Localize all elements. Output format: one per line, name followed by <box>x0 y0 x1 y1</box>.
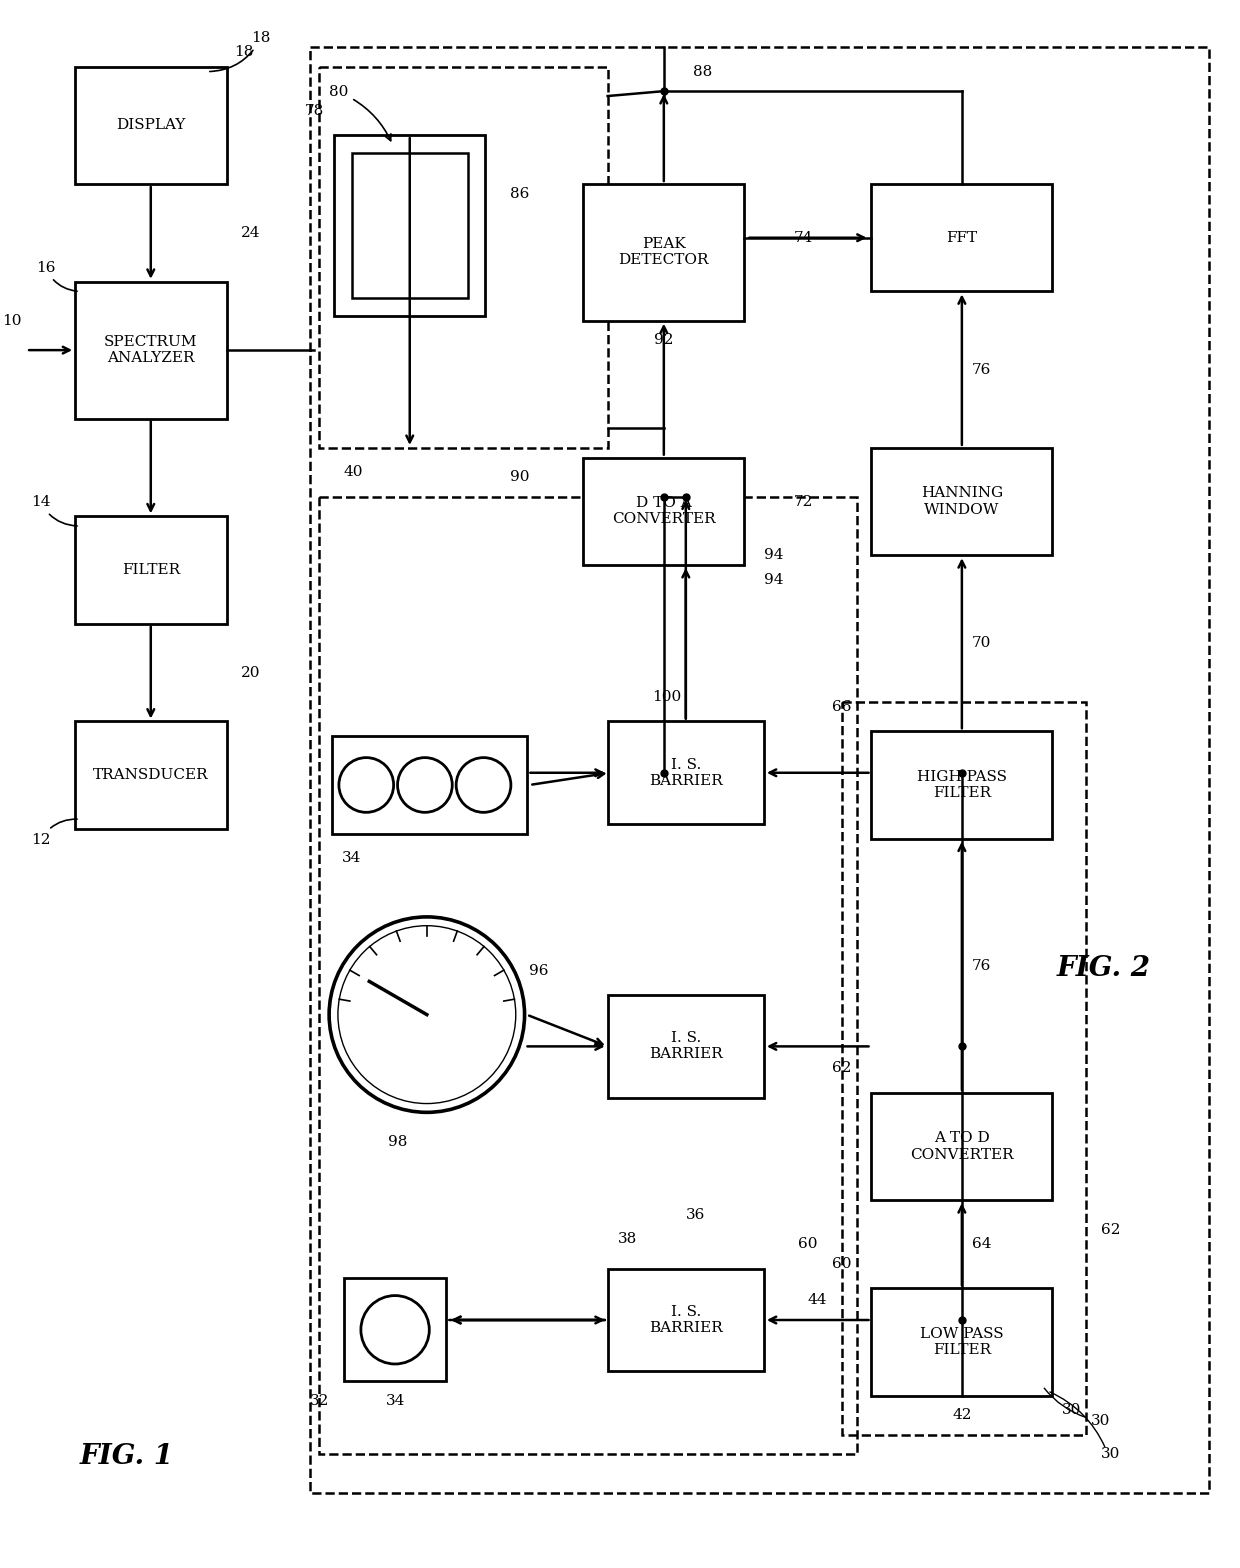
Text: 18: 18 <box>210 31 270 72</box>
Text: 10: 10 <box>1 314 21 328</box>
Text: 24: 24 <box>241 226 260 240</box>
Text: 40: 40 <box>343 466 363 480</box>
Bar <box>76 721 227 829</box>
Text: 16: 16 <box>36 260 77 292</box>
Text: 90: 90 <box>510 470 529 485</box>
Text: 14: 14 <box>31 495 77 525</box>
Text: 100: 100 <box>652 690 681 704</box>
Text: PEAK
DETECTOR: PEAK DETECTOR <box>619 237 709 268</box>
Text: HANNING
WINDOW: HANNING WINDOW <box>921 486 1003 517</box>
Text: 20: 20 <box>241 665 260 679</box>
Text: 66: 66 <box>832 699 852 713</box>
Text: 36: 36 <box>686 1207 706 1221</box>
Text: 86: 86 <box>510 187 529 201</box>
Bar <box>872 1289 1053 1396</box>
Bar <box>608 1269 764 1372</box>
Text: FILTER: FILTER <box>122 563 180 577</box>
Text: 38: 38 <box>618 1232 636 1247</box>
Bar <box>343 1278 446 1381</box>
Bar <box>872 731 1053 839</box>
Text: FFT: FFT <box>946 230 977 245</box>
Text: HIGH PASS
FILTER: HIGH PASS FILTER <box>916 770 1007 800</box>
Text: 32: 32 <box>310 1394 329 1408</box>
Text: FIG. 1: FIG. 1 <box>79 1443 174 1471</box>
Text: 72: 72 <box>794 494 813 508</box>
Text: 74: 74 <box>794 230 813 245</box>
Text: LOW PASS
FILTER: LOW PASS FILTER <box>920 1327 1003 1356</box>
Bar <box>76 282 227 419</box>
Text: I. S.
BARRIER: I. S. BARRIER <box>649 1305 723 1334</box>
Text: 76: 76 <box>972 958 991 972</box>
Text: 42: 42 <box>952 1408 972 1422</box>
Bar <box>608 996 764 1098</box>
Bar <box>320 497 857 1455</box>
Text: SPECTRUM
ANALYZER: SPECTRUM ANALYZER <box>104 336 197 365</box>
Bar <box>872 1093 1053 1200</box>
Bar <box>76 516 227 624</box>
Bar <box>352 152 467 298</box>
Text: 70: 70 <box>972 637 991 651</box>
Text: 94: 94 <box>764 549 784 563</box>
Text: 92: 92 <box>653 334 673 348</box>
Bar <box>76 67 227 183</box>
Text: 98: 98 <box>388 1135 407 1149</box>
Text: 80: 80 <box>329 85 391 141</box>
Text: 62: 62 <box>1101 1223 1121 1237</box>
Text: 18: 18 <box>234 45 254 60</box>
Bar <box>310 47 1209 1493</box>
Text: 62: 62 <box>832 1062 852 1076</box>
Text: A TO D
CONVERTER: A TO D CONVERTER <box>910 1132 1013 1162</box>
Text: D TO A
CONVERTER: D TO A CONVERTER <box>613 495 715 527</box>
Text: 30: 30 <box>1061 1403 1081 1417</box>
Text: TRANSDUCER: TRANSDUCER <box>93 768 208 782</box>
Bar <box>872 448 1053 555</box>
Text: 96: 96 <box>529 964 549 978</box>
Bar <box>320 67 608 448</box>
Text: 78: 78 <box>305 103 324 118</box>
Text: 64: 64 <box>972 1237 991 1251</box>
Text: 60: 60 <box>832 1258 852 1270</box>
Text: I. S.
BARRIER: I. S. BARRIER <box>649 1032 723 1062</box>
Text: FIG. 2: FIG. 2 <box>1058 955 1151 982</box>
Text: 34: 34 <box>386 1394 404 1408</box>
Text: 88: 88 <box>693 64 713 78</box>
Text: 76: 76 <box>972 362 991 376</box>
Text: 30: 30 <box>1044 1388 1111 1428</box>
Text: 44: 44 <box>808 1294 827 1308</box>
Bar <box>332 735 527 834</box>
Bar <box>608 721 764 825</box>
Bar <box>842 702 1086 1435</box>
Bar <box>583 183 744 321</box>
Text: 34: 34 <box>342 851 361 866</box>
Text: 30: 30 <box>1101 1447 1121 1461</box>
Bar <box>334 135 486 315</box>
Text: I. S.
BARRIER: I. S. BARRIER <box>649 757 723 787</box>
Text: DISPLAY: DISPLAY <box>117 118 186 132</box>
Text: 12: 12 <box>31 818 77 847</box>
Bar <box>583 458 744 564</box>
Text: 60: 60 <box>799 1237 817 1251</box>
Text: 94: 94 <box>764 572 784 586</box>
Bar <box>872 183 1053 292</box>
